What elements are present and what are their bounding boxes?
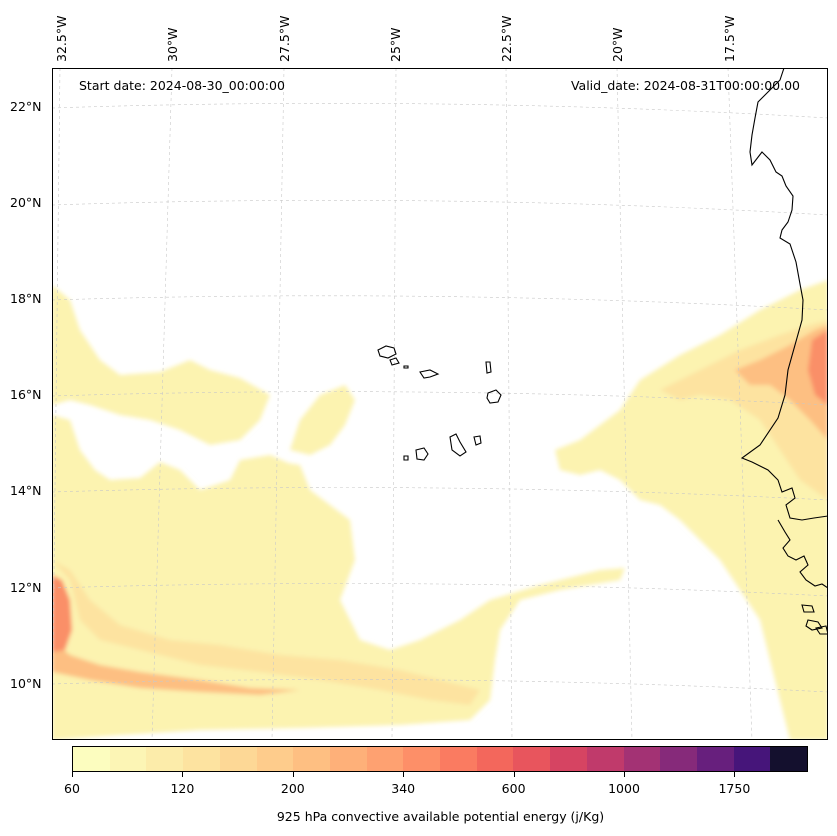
sal [485,361,492,374]
boa-vista [486,389,502,404]
colorbar-tick-label: 600 [501,781,526,796]
colorbar-tick [292,772,294,777]
colorbar-segment [696,747,734,771]
lon-label-32-5w: 32.5°W [54,15,69,62]
colorbar-tick-label: 120 [170,781,195,796]
colorbar-segment [183,747,220,771]
lon-label-27-5w: 27.5°W [277,15,292,62]
sao-vicente [389,357,400,366]
cape-band-east-orange [735,325,828,440]
coastlines [377,68,828,635]
lon-label-22-5w: 22.5°W [499,15,514,62]
colorbar-segment [109,747,147,771]
colorbar-title: 925 hPa convective available potential e… [276,809,605,824]
colorbar-segment [329,747,367,771]
colorbar-segment [770,747,808,771]
colorbar-tick [624,772,625,777]
gambia-guinea-coast [777,519,828,589]
sao-nicolau [419,369,440,379]
colorbar-segment [440,747,477,771]
colorbar-tick [403,772,405,777]
colorbar-segment [403,747,441,771]
cape-patch-west-2 [290,385,355,455]
colorbar-segment [293,747,330,771]
map-frame [52,68,828,740]
santa-luzia [403,365,409,369]
valid-date-label: Valid_date: 2024-08-31T00:00:00.00 [570,78,800,93]
lat-label-22n: 22°N [10,99,42,114]
lon-label-17-5w: 17.5°W [722,15,737,62]
lat-label-14n: 14°N [10,483,42,498]
colorbar-tick [513,772,515,777]
maio [473,435,482,446]
africa-coastline [740,68,828,521]
colorbar-tick-label: 340 [391,781,416,796]
colorbar-tick [734,772,736,777]
santiago [449,433,467,457]
colorbar-tick [182,772,184,777]
guinea-islands [801,604,828,635]
colorbar-segment [513,747,551,771]
colorbar-segment [550,747,587,771]
colorbar-tick-label: 60 [64,781,80,796]
colorbar-tick-label: 1000 [608,781,640,796]
brava [403,455,409,461]
lon-label-30w: 30°W [165,27,180,62]
colorbar-tick-label: 200 [280,781,305,796]
lat-label-16n: 16°N [10,387,42,402]
colorbar [72,746,808,772]
cape-field [52,280,828,740]
cape-hotspot-west [52,575,72,652]
colorbar-segment [366,747,404,771]
colorbar-segment [586,747,624,771]
colorbar-segment [733,747,771,771]
graticule [52,68,828,740]
lon-label-20w: 20°W [610,27,625,62]
cape-patch-mid [240,460,330,545]
colorbar-tick-label: 1750 [718,781,751,796]
cape-band-northwest [52,285,270,445]
lat-label-12n: 12°N [10,580,42,595]
colorbar-segment [73,747,110,771]
fogo [415,447,429,461]
lat-label-20n: 20°N [10,195,42,210]
lat-label-10n: 10°N [10,676,42,691]
cape-band-south-orange [52,640,300,695]
start-date-label: Start date: 2024-08-30_00:00:00 [79,78,285,93]
colorbar-segment [476,747,514,771]
lon-label-25w: 25°W [388,27,403,62]
colorbar-segment [219,747,257,771]
lat-label-18n: 18°N [10,291,42,306]
cape-hotspot-east [808,330,828,405]
colorbar-tick [72,772,73,777]
colorbar-segment [146,747,184,771]
colorbar-segment [623,747,661,771]
colorbar-segment [256,747,294,771]
colorbar-segment [660,747,697,771]
santo-antao [377,345,397,359]
cape-band-south-mid [52,560,480,705]
